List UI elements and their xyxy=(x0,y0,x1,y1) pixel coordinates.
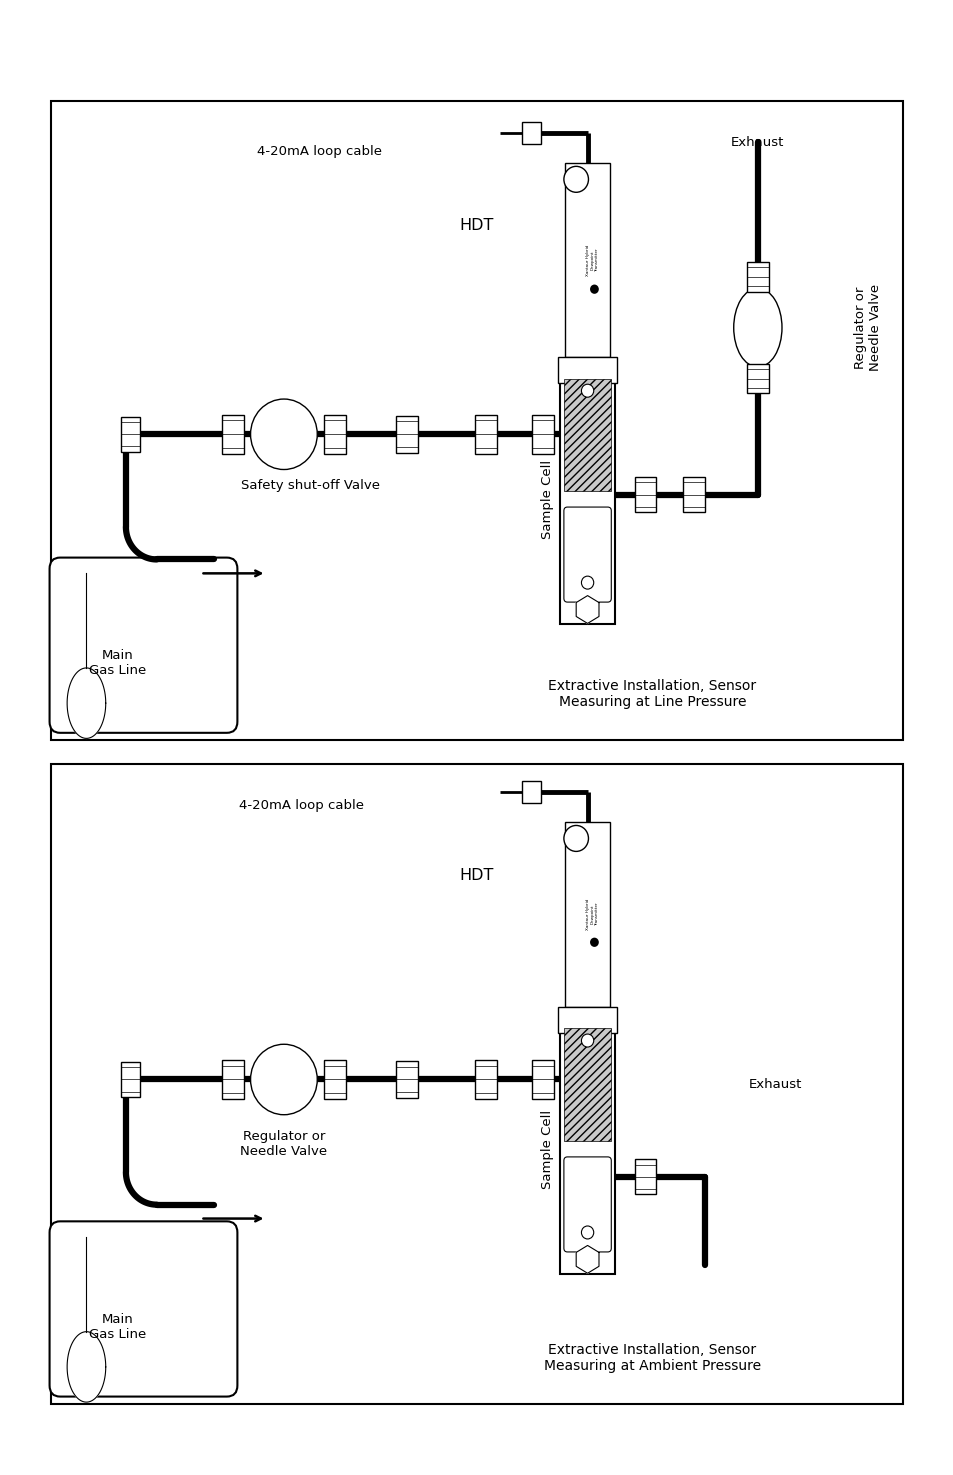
Polygon shape xyxy=(67,1332,106,1403)
Text: 4-20mA loop cable: 4-20mA loop cable xyxy=(256,145,381,158)
Ellipse shape xyxy=(733,288,781,367)
Circle shape xyxy=(251,1044,317,1115)
Bar xyxy=(558,1007,617,1032)
Circle shape xyxy=(251,400,317,469)
Bar xyxy=(563,379,611,491)
Text: Main
Gas Line: Main Gas Line xyxy=(89,649,146,677)
Bar xyxy=(532,1061,553,1099)
Text: Extractive Installation, Sensor
Measuring at Ambient Pressure: Extractive Installation, Sensor Measurin… xyxy=(543,1342,760,1373)
Bar xyxy=(475,414,497,454)
Text: 4-20mA loop cable: 4-20mA loop cable xyxy=(238,799,364,813)
FancyBboxPatch shape xyxy=(50,558,237,733)
Text: Extractive Installation, Sensor
Measuring at Line Pressure: Extractive Installation, Sensor Measurin… xyxy=(548,678,756,709)
Bar xyxy=(564,162,610,357)
Polygon shape xyxy=(576,1245,598,1273)
Text: Xantaur Hybrid
Dewpoint
Transmitter: Xantaur Hybrid Dewpoint Transmitter xyxy=(585,245,598,276)
Bar xyxy=(395,416,417,453)
Text: Regulator or
Needle Valve: Regulator or Needle Valve xyxy=(240,1130,327,1158)
Bar xyxy=(521,122,540,145)
Bar xyxy=(323,1061,345,1099)
FancyBboxPatch shape xyxy=(50,1221,237,1397)
Text: Exhaust: Exhaust xyxy=(748,1078,801,1090)
Text: Regulator or
Needle Valve: Regulator or Needle Valve xyxy=(853,285,881,372)
Bar xyxy=(120,416,140,451)
Circle shape xyxy=(580,1226,593,1239)
Bar xyxy=(532,414,553,454)
Bar xyxy=(746,364,768,394)
Circle shape xyxy=(580,577,593,589)
Circle shape xyxy=(563,167,588,192)
Text: Sample Cell: Sample Cell xyxy=(540,460,553,538)
Circle shape xyxy=(589,938,598,947)
FancyBboxPatch shape xyxy=(563,1156,611,1252)
Bar xyxy=(559,375,614,624)
Polygon shape xyxy=(576,596,598,624)
Bar xyxy=(395,1061,417,1097)
Bar xyxy=(558,357,617,384)
Bar xyxy=(559,1024,614,1274)
Bar xyxy=(323,414,345,454)
Text: HDT: HDT xyxy=(459,218,494,233)
Text: Exhaust: Exhaust xyxy=(730,136,783,149)
Text: Sample Cell: Sample Cell xyxy=(540,1109,553,1189)
Bar xyxy=(634,476,656,512)
Bar xyxy=(222,414,244,454)
Bar xyxy=(634,1159,656,1195)
Polygon shape xyxy=(67,668,106,739)
Text: Safety shut-off Valve: Safety shut-off Valve xyxy=(240,479,379,491)
Circle shape xyxy=(563,826,588,851)
Circle shape xyxy=(580,1034,593,1047)
Bar xyxy=(746,263,768,292)
Bar xyxy=(475,1061,497,1099)
FancyBboxPatch shape xyxy=(563,507,611,602)
Text: Main
Gas Line: Main Gas Line xyxy=(89,1313,146,1341)
Circle shape xyxy=(589,285,598,294)
Text: HDT: HDT xyxy=(459,867,494,884)
Text: Xantaur Hybrid
Dewpoint
Transmitter: Xantaur Hybrid Dewpoint Transmitter xyxy=(585,898,598,931)
Circle shape xyxy=(580,384,593,397)
Bar xyxy=(222,1061,244,1099)
Bar xyxy=(563,1028,611,1142)
Bar xyxy=(521,780,540,804)
Bar xyxy=(120,1062,140,1097)
Bar xyxy=(682,476,704,512)
Bar xyxy=(564,822,610,1007)
